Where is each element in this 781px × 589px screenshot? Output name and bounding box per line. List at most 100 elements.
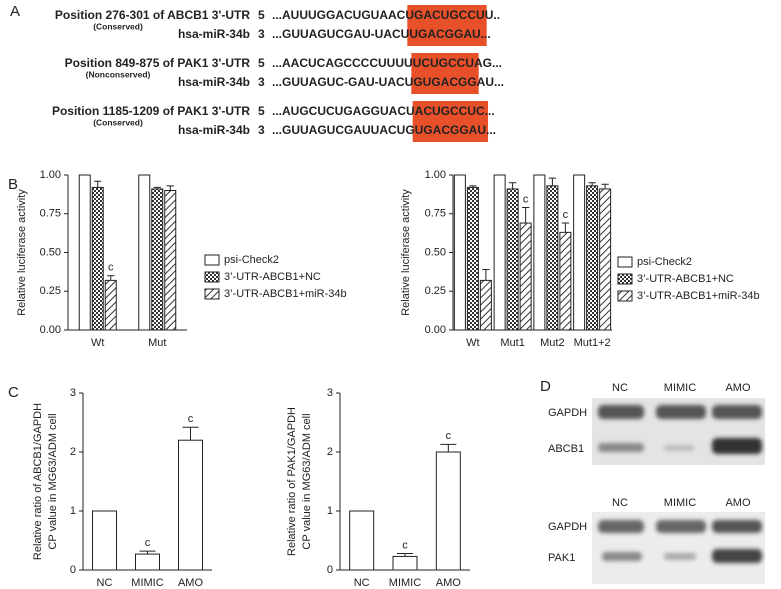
conservation-note: (Conserved) [93, 21, 143, 31]
y-axis-label: Relative ratio of ABCB1/GAPDH [32, 403, 44, 560]
panel-label: B [8, 176, 18, 193]
error-bar [397, 552, 413, 557]
site-position: Position 276-301 of ABCB1 3'-UTR [55, 8, 250, 22]
y-axis-label: Relative luciferase activity [16, 189, 28, 316]
legend-swatch [617, 290, 633, 302]
error-bar [166, 185, 174, 191]
y-tick-label: 3 [327, 387, 333, 399]
legend-swatch [204, 271, 220, 283]
sequence-tail: AG... [474, 56, 502, 70]
x-tick-label: MIMIC [131, 577, 163, 589]
x-tick-label: Mut2 [540, 337, 564, 349]
x-tick-label: Wt [466, 337, 479, 349]
bar [506, 188, 519, 331]
bar [586, 185, 599, 331]
sequence-tail: C... [476, 104, 495, 118]
binding-site: ACUGCCU [423, 8, 484, 22]
error-bar [153, 186, 161, 189]
y-tick-label: 0.00 [40, 324, 61, 336]
blot-row-label: GAPDH [548, 407, 587, 419]
bar [435, 451, 461, 571]
lane-label: NC [612, 497, 628, 509]
strand-end: 5 [258, 8, 265, 22]
lane-label: NC [612, 382, 628, 394]
y-tick-label: 0.75 [425, 208, 446, 220]
sequence: ...AUGCUCUGAGGUACU [272, 104, 415, 118]
lane-label: MIMIC [664, 497, 696, 509]
sequence-tail: AU... [477, 75, 504, 89]
bar [479, 279, 492, 331]
error-bar [601, 183, 609, 189]
y-axis-label: CP value in MG63/ADM cell [47, 413, 59, 549]
x-tick-label: Mut [148, 337, 166, 349]
blot-row-label: GAPDH [548, 521, 587, 533]
error-bar [548, 177, 557, 186]
legend-label: 3’-UTR-ABCB1+NC [224, 271, 321, 283]
y-tick-label: 0 [70, 564, 76, 576]
y-tick-label: 1.00 [40, 169, 61, 181]
bar [349, 510, 375, 571]
bar [104, 279, 117, 331]
significance-label: c [188, 413, 194, 425]
error-bar [94, 180, 102, 188]
bar [135, 553, 160, 571]
highlights [407, 5, 489, 142]
sequence: ...GUUAGUCGAUUACUG [272, 123, 415, 137]
conservation-note: (Nonconserved) [86, 69, 151, 79]
significance-label: c [446, 430, 452, 442]
x-tick-label: AMO [178, 577, 204, 589]
y-tick-label: 1 [70, 505, 76, 517]
mirna-name: hsa-miR-34b [178, 75, 250, 89]
lane-label: MIMIC [664, 382, 696, 394]
legend-swatch [617, 256, 633, 268]
strand-end: 3 [258, 75, 265, 89]
seed-highlight [407, 5, 487, 46]
lane-label: AMO [725, 382, 751, 394]
significance-label: c [108, 262, 114, 274]
legend-swatch [617, 273, 633, 285]
panel-label: D [540, 378, 551, 395]
y-tick-label: 0.50 [40, 246, 61, 258]
significance-label: c [145, 537, 151, 549]
binding-site: UGACGGAU [415, 123, 486, 137]
bar [178, 439, 203, 571]
y-tick-label: 0.25 [425, 285, 446, 297]
lane-label: AMO [725, 497, 751, 509]
panel-label: C [8, 384, 19, 401]
legend-label: 3’-UTR-ABCB1+miR-34b [224, 288, 347, 300]
seed-highlight [412, 101, 489, 142]
strand-end: 5 [258, 56, 265, 70]
mirna-name: hsa-miR-34b [178, 123, 250, 137]
bar [138, 174, 151, 331]
sequence: ...AACUCAGCCCCUUUUU [272, 56, 421, 70]
legend-label: psi-Check2 [637, 256, 692, 268]
significance-label: c [563, 209, 569, 221]
x-tick-label: MIMIC [389, 577, 421, 589]
sequence-tail: ... [481, 27, 491, 41]
error-bar [508, 182, 517, 189]
y-axis-label: Relative ratio of PAK1/GAPDH [286, 407, 298, 556]
error-bar [139, 550, 156, 555]
x-tick-label: NC [354, 577, 370, 589]
bar [392, 555, 418, 571]
error-bar [561, 222, 570, 233]
x-tick-label: Wt [91, 337, 104, 349]
y-tick-label: 0.50 [425, 246, 446, 258]
legend-swatch [204, 254, 220, 266]
seed-highlight [411, 53, 479, 94]
bar [151, 188, 164, 331]
sequence-tail: U.. [485, 8, 500, 22]
error-bar [588, 182, 596, 186]
binding-site: CUGCCU [421, 56, 474, 70]
bar [91, 186, 104, 331]
y-axis-label: Relative luciferase activity [400, 189, 412, 316]
sequence: ...GUUAGUCGAU-UACU [272, 27, 409, 41]
bar [519, 222, 532, 331]
bar [92, 510, 117, 571]
bar [546, 185, 559, 331]
bar [453, 174, 466, 331]
significance-label: c [402, 539, 408, 551]
x-tick-label: Mut1+2 [574, 337, 611, 349]
strand-end: 3 [258, 27, 265, 41]
bar [559, 231, 572, 331]
